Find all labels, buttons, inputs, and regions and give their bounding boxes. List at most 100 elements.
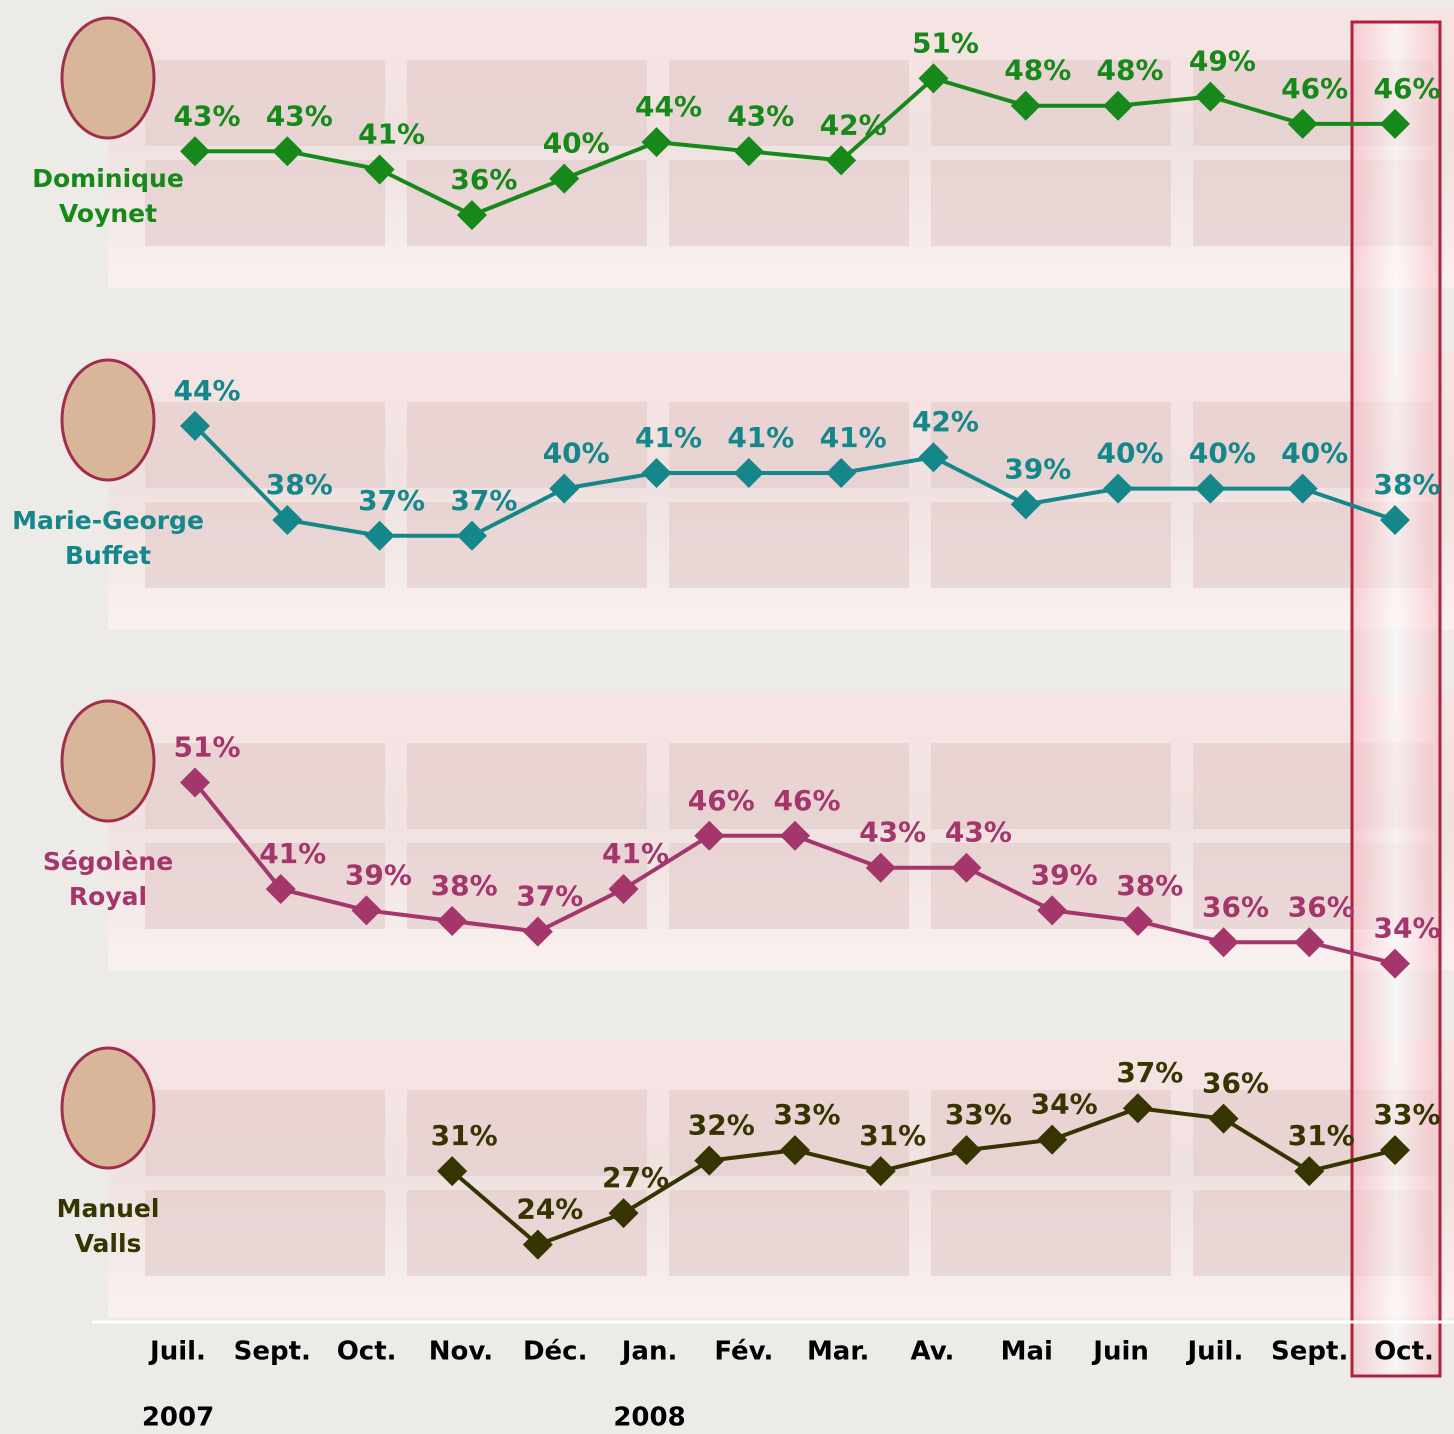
photo-tile — [931, 743, 1171, 829]
photo-tile — [669, 843, 909, 929]
series-name: Voynet — [59, 199, 157, 228]
data-point — [1380, 108, 1410, 139]
data-label: 38% — [266, 468, 333, 501]
data-label: 38% — [1373, 468, 1440, 501]
data-label: 43% — [727, 99, 794, 132]
data-point — [951, 852, 982, 883]
photo-tile — [669, 743, 909, 829]
data-point — [641, 127, 672, 158]
data-point — [826, 145, 857, 176]
photo-tile — [407, 743, 647, 829]
data-label: 49% — [1189, 45, 1256, 78]
photo-tile — [407, 402, 647, 488]
data-label: 36% — [1202, 890, 1269, 923]
data-label: 41% — [727, 421, 794, 454]
data-point — [608, 1198, 639, 1229]
photo-tile — [145, 60, 385, 146]
x-tick-label: Juin — [1091, 1337, 1149, 1367]
x-tick-label: Sept. — [1271, 1337, 1348, 1367]
data-label: 37% — [516, 880, 583, 913]
data-label: 40% — [1189, 437, 1256, 470]
series-line — [195, 76, 1395, 218]
photo-tile — [407, 502, 647, 588]
data-point — [1010, 90, 1041, 121]
data-label: 38% — [431, 869, 498, 902]
data-label: 51% — [173, 730, 240, 763]
data-label: 43% — [945, 816, 1012, 849]
data-label: 46% — [773, 784, 840, 817]
data-label: 39% — [1031, 858, 1098, 891]
x-tick-label: Juil. — [148, 1337, 206, 1367]
data-label: 48% — [1097, 54, 1164, 87]
photo-tile — [145, 1090, 385, 1176]
data-point — [437, 1156, 468, 1187]
data-point — [272, 505, 303, 536]
data-point — [522, 1229, 553, 1260]
data-label: 37% — [1116, 1056, 1183, 1089]
data-label: 51% — [912, 26, 979, 59]
data-point — [1208, 1103, 1239, 1134]
data-label: 43% — [173, 99, 240, 132]
data-label: 41% — [259, 837, 326, 870]
data-point — [180, 136, 210, 167]
data-label: 32% — [688, 1109, 755, 1142]
data-label: 33% — [773, 1098, 840, 1131]
data-label: 42% — [820, 108, 887, 141]
photo-tile — [931, 402, 1171, 488]
data-point — [1294, 1156, 1325, 1187]
x-tick-label: Oct. — [1374, 1337, 1434, 1367]
photo-tile — [145, 160, 385, 246]
x-tick-label: Sept. — [234, 1337, 311, 1367]
highlight-column — [1350, 20, 1442, 1378]
data-label: 40% — [543, 127, 610, 160]
data-label: 46% — [688, 784, 755, 817]
series-name: Marie-George — [12, 506, 204, 535]
data-label: 27% — [602, 1161, 669, 1194]
portrait — [60, 16, 156, 140]
data-label: 41% — [820, 421, 887, 454]
data-point — [918, 63, 949, 94]
data-label: 44% — [173, 374, 240, 407]
year-label: 2007 — [142, 1403, 214, 1433]
photo-tile — [669, 160, 909, 246]
data-point — [608, 874, 639, 905]
data-point — [1103, 90, 1134, 121]
panels — [108, 10, 1454, 1318]
data-label: 24% — [516, 1193, 583, 1226]
photo-tile — [931, 1190, 1171, 1276]
data-label: 43% — [859, 816, 926, 849]
data-point — [1010, 489, 1041, 520]
data-point — [1122, 1093, 1153, 1124]
data-label: 46% — [1373, 72, 1440, 105]
x-tick-label: Av. — [911, 1337, 955, 1367]
data-label: 41% — [358, 118, 425, 151]
photo-tile — [931, 160, 1171, 246]
data-point — [180, 767, 210, 798]
data-point — [272, 136, 303, 167]
data-point — [694, 1145, 725, 1176]
data-point — [456, 200, 487, 231]
data-label: 42% — [912, 405, 979, 438]
data-point — [364, 154, 395, 185]
data-label: 41% — [602, 837, 669, 870]
data-label: 34% — [1373, 912, 1440, 945]
data-point — [1294, 927, 1325, 958]
year-label: 2008 — [613, 1403, 685, 1433]
data-label: 40% — [1097, 437, 1164, 470]
data-label: 31% — [431, 1119, 498, 1152]
data-label: 31% — [859, 1119, 926, 1152]
data-point — [733, 136, 764, 167]
data-label: 41% — [635, 421, 702, 454]
data-label: 38% — [1116, 869, 1183, 902]
data-point — [780, 820, 810, 851]
data-point — [364, 520, 395, 551]
data-point — [1037, 895, 1068, 926]
data-point — [549, 473, 580, 504]
data-point — [522, 916, 553, 947]
photo-tile — [145, 843, 385, 929]
data-label: 39% — [1004, 452, 1071, 485]
data-point — [918, 442, 949, 473]
photo-tile — [145, 1190, 385, 1276]
data-point — [951, 1135, 982, 1166]
